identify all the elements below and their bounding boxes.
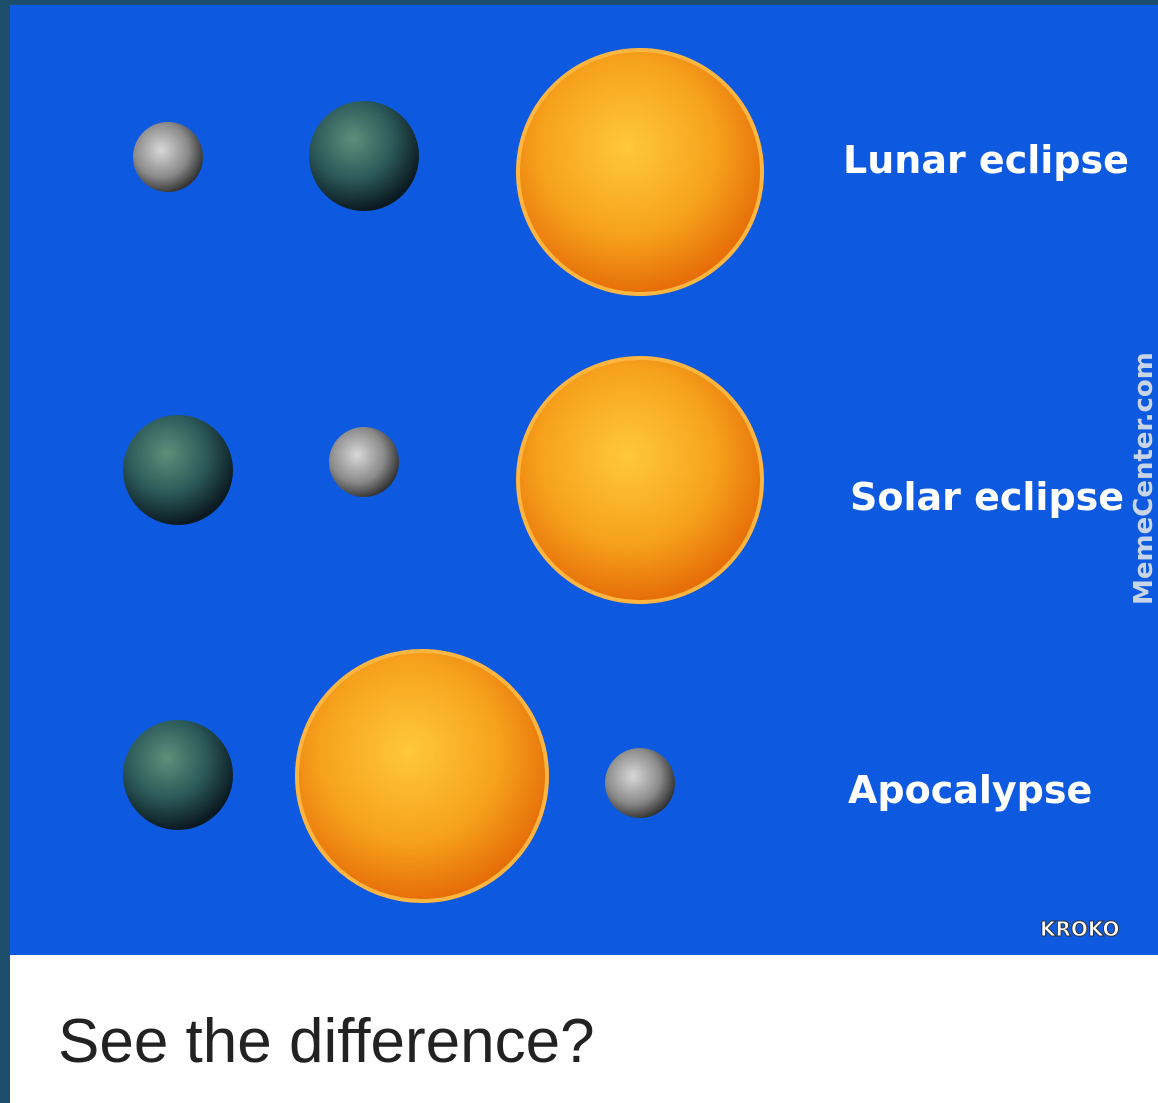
sun xyxy=(516,356,764,604)
earth xyxy=(123,415,233,525)
earth xyxy=(123,720,233,830)
row-label: Lunar eclipse xyxy=(843,138,1129,182)
row-label: Solar eclipse xyxy=(850,475,1124,519)
row-lunar: Lunar eclipse xyxy=(133,48,1129,296)
earth xyxy=(309,101,419,211)
moon xyxy=(133,122,203,192)
watermark: MemeCenter.com xyxy=(1129,352,1158,605)
moon xyxy=(329,427,399,497)
row-apocalypse: Apocalypse xyxy=(123,649,1092,903)
credit: KROKO xyxy=(1040,917,1120,941)
caption: See the difference? xyxy=(58,1007,595,1076)
moon xyxy=(605,748,675,818)
row-label: Apocalypse xyxy=(848,768,1092,812)
sun xyxy=(516,48,764,296)
row-solar: Solar eclipse xyxy=(123,356,1124,604)
sun xyxy=(295,649,549,903)
caption-area xyxy=(10,955,1158,1103)
